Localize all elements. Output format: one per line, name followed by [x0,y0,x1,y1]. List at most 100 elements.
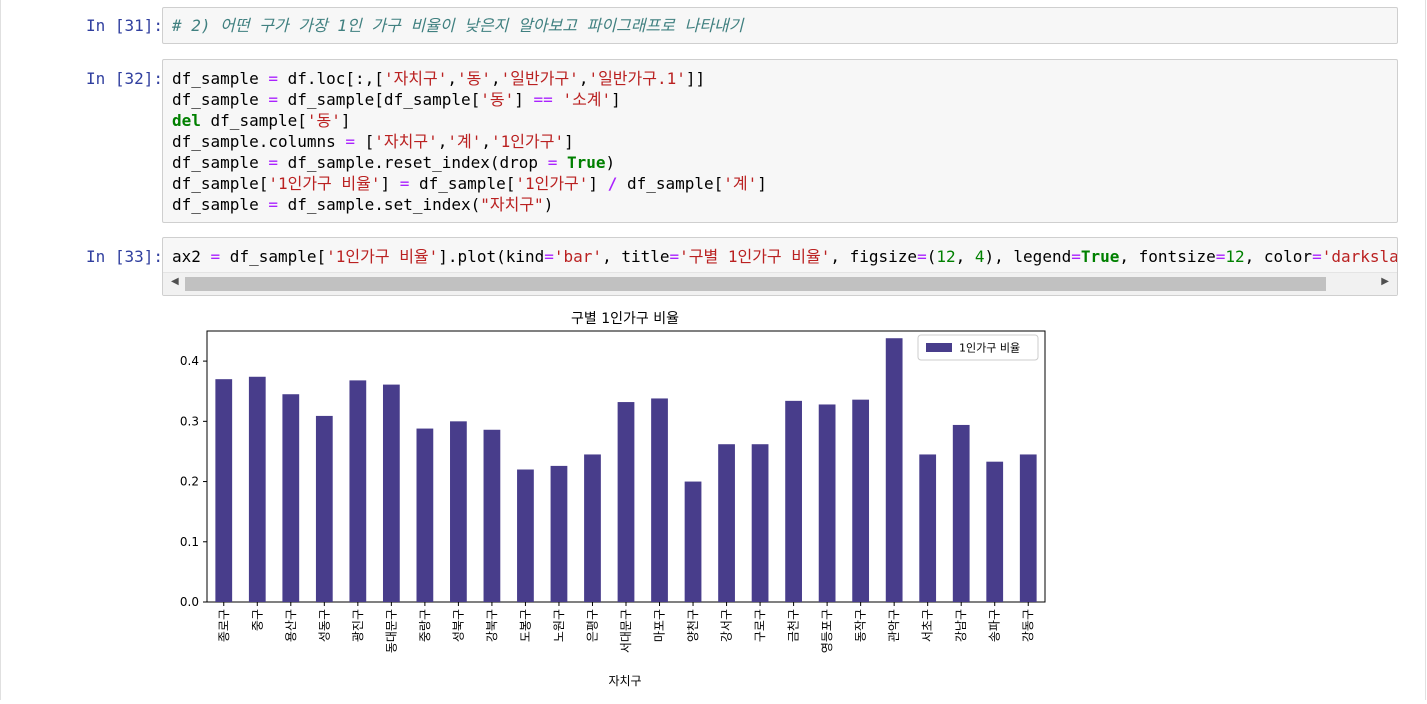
code-line: del df_sample['동'] [172,110,351,131]
cell-32-prompt: In [32]: [86,69,164,88]
notebook-left-border [0,0,1,700]
code-token: , [447,69,458,88]
code-token: ].plot(kind [438,247,545,266]
code-token: = [399,174,410,193]
notebook-right-border [1425,0,1426,700]
code-token: = [1312,247,1322,266]
code-token: '일반가구.1' [588,69,686,88]
code-token: '자치구' [374,132,438,151]
code-token: ] [514,90,534,109]
code-token: = [268,69,278,88]
code-token: '계' [447,132,482,151]
code-token: # 2) 어떤 구가 가장 1인 가구 비율이 낮은지 알아보고 파이그래프로 … [172,16,744,35]
code-token: df_sample [172,195,269,214]
code-token: , [491,69,501,88]
code-token: = [268,90,278,109]
code-token: '계' [723,174,758,193]
code-token: df_sample [172,153,269,172]
bar [416,428,434,602]
code-token: ] [588,174,608,193]
cell-31-prompt: In [31]: [86,16,164,35]
code-token: '동' [480,90,515,109]
bar [617,402,635,602]
cell-32-input[interactable]: df_sample = df.loc[:,['자치구','동','일반가구','… [162,59,1398,223]
code-token: df_sample[ [617,174,724,193]
code-token: ), legend [984,247,1072,266]
code-token: '동' [457,69,492,88]
bar [382,384,400,602]
code-token: = [1071,247,1081,266]
code-token: ax2 [172,247,211,266]
x-tick-label: 동대문구 [384,609,398,653]
code-line: df_sample = df_sample[df_sample['동'] == … [172,89,621,110]
x-tick-label: 성동구 [317,609,331,642]
bar [282,394,300,602]
code-token: df.loc[:,[ [277,69,384,88]
code-token: df_sample.columns [172,132,346,151]
y-tick-label: 0.0 [180,595,199,609]
x-tick-label: 양천구 [685,609,700,642]
code-token: , color [1244,247,1313,266]
bar [684,481,702,602]
bar [550,465,568,602]
cell-33-prompt: In [33]: [86,247,164,266]
bar [651,398,668,602]
bar [986,461,1004,602]
code-token: del [172,111,201,130]
chart-title: 구별 1인가구 비율 [571,311,679,327]
horizontal-scrollbar[interactable]: ◀ ▶ [163,272,1397,295]
code-token: ) [605,153,616,172]
code-token: 'darkslateb [1321,247,1398,266]
x-tick-label: 강남구 [954,609,968,642]
code-token: , title [602,247,670,266]
bar [248,376,266,602]
y-tick-label: 0.2 [180,475,199,489]
y-tick-label: 0.3 [180,414,199,428]
code-token: ] [340,111,351,130]
code-token: '1인가구' [515,174,589,193]
legend-swatch [926,343,952,352]
code-token: True [1080,247,1120,266]
x-tick-label: 서대문구 [619,609,633,653]
bar [751,444,769,602]
legend-label: 1인가구 비율 [959,342,1020,355]
bar [818,404,836,602]
x-tick-label: 용산구 [284,609,298,642]
code-token: df_sample[ [409,174,516,193]
bar [450,421,467,602]
code-token: 12 [936,247,956,266]
scroll-left-arrow-icon[interactable]: ◀ [171,276,179,287]
code-token: , fontsize [1119,247,1216,266]
cell-31-input[interactable]: # 2) 어떤 구가 가장 1인 가구 비율이 낮은지 알아보고 파이그래프로 … [162,7,1398,44]
code-token: , figsize [830,247,918,266]
chart-legend: 1인가구 비율 [917,334,1039,361]
code-token: '일반가구' [500,69,579,88]
x-axis-label: 자치구 [608,674,641,688]
code-token: df_sample[ [200,111,307,130]
code-token: '1인가구 비율' [326,247,439,266]
scrollbar-thumb[interactable] [185,277,1326,291]
bar [919,454,937,602]
code-line: df_sample = df_sample.set_index("자치구") [172,194,553,215]
code-token: = [210,247,221,266]
x-tick-label: 구로구 [753,609,767,642]
x-axis: 종로구 중구 용산구 성동구 광진구 동대문구 중랑구 성북구 강북구 도봉구 노원구 은평구 서대문구… [217,602,1035,653]
x-tick-label: 서초구 [921,609,935,642]
x-tick-label: 마포구 [653,609,667,642]
cell-33-output: 구별 1인가구 비율 0.0 0.1 0.2 0.3 0.4 종로구 중구 용산구 성동구 광진… [162,300,1062,700]
code-token: = [345,132,356,151]
x-tick-label: 강서구 [720,609,734,642]
bar [584,454,601,602]
cell-33-input[interactable]: ax2 = df_sample['1인가구 비율'].plot(kind='ba… [162,237,1398,296]
scroll-right-arrow-icon[interactable]: ▶ [1381,276,1389,287]
code-token: == [533,90,553,109]
code-token: 12 [1225,247,1245,266]
y-tick-label: 0.4 [180,354,199,368]
x-tick-label: 종로구 [217,609,231,642]
bar [852,399,870,602]
bar [349,380,367,602]
y-tick-label: 0.1 [180,535,199,549]
x-tick-label: 노원구 [552,609,566,642]
bar [885,338,903,602]
code-line: # 2) 어떤 구가 가장 1인 가구 비율이 낮은지 알아보고 파이그래프로 … [172,15,743,36]
